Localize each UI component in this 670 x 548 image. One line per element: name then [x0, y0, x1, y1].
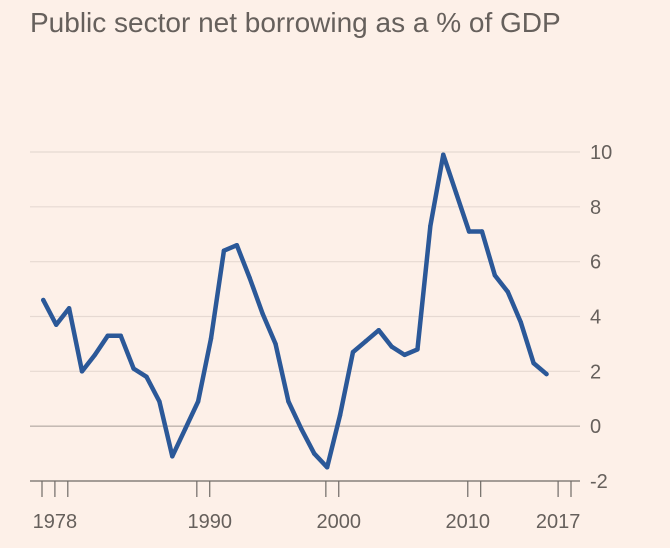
y-tick-label: 2 [590, 361, 601, 383]
data-point [312, 451, 317, 456]
x-tick-label: 2010 [446, 511, 491, 533]
data-point [66, 306, 72, 311]
data-point [157, 399, 162, 404]
data-point [531, 360, 536, 366]
data-point [441, 152, 446, 157]
data-point [415, 347, 420, 352]
data-point [131, 366, 136, 371]
data-point [53, 322, 59, 327]
data-point [479, 229, 485, 234]
data-point [376, 328, 381, 333]
data-point [247, 275, 252, 281]
data-point [428, 223, 433, 229]
y-tick-label: 0 [590, 416, 601, 438]
data-point [273, 341, 278, 347]
series-line-0 [41, 152, 549, 470]
data-point [505, 289, 510, 295]
y-tick-label: 6 [590, 252, 601, 274]
data-point [118, 333, 123, 338]
data-point [363, 338, 369, 344]
chart-title: Public sector net borrowing as a % of GD… [30, 7, 561, 38]
x-tick-label: 2017 [536, 511, 581, 533]
data-point [221, 248, 227, 253]
x-tick-label: 2000 [317, 511, 362, 533]
data-point [402, 352, 407, 358]
data-point [337, 413, 343, 418]
data-point [183, 426, 188, 432]
data-point [41, 297, 46, 303]
y-tick-label: 10 [590, 142, 612, 164]
data-point [92, 352, 98, 358]
data-point [492, 273, 498, 278]
gridlines [30, 151, 580, 427]
data-point [208, 336, 214, 341]
series-layer [41, 152, 549, 470]
data-point [170, 454, 175, 459]
data-point [466, 229, 472, 234]
data-point [299, 426, 304, 432]
data-point [195, 399, 201, 404]
data-point [389, 344, 394, 349]
data-point [324, 465, 330, 470]
x-tick-label: 1978 [33, 511, 78, 533]
data-point [286, 399, 291, 404]
data-point [105, 333, 111, 338]
data-point [544, 371, 549, 377]
y-tick-label: 4 [590, 307, 601, 329]
x-tick-label: 1990 [187, 511, 232, 533]
data-point [350, 349, 356, 355]
y-tick-label: -2 [590, 471, 608, 493]
data-point [518, 319, 523, 325]
data-point [234, 243, 240, 248]
y-tick-label: 8 [590, 197, 601, 219]
x-axis: 1978 1990 2000 2010 2017 [30, 480, 581, 533]
data-point [453, 190, 459, 196]
data-point [260, 311, 265, 316]
y-axis-labels: -2 0 2 4 6 8 10 [590, 142, 612, 493]
data-point [144, 374, 149, 380]
data-point [79, 369, 85, 374]
